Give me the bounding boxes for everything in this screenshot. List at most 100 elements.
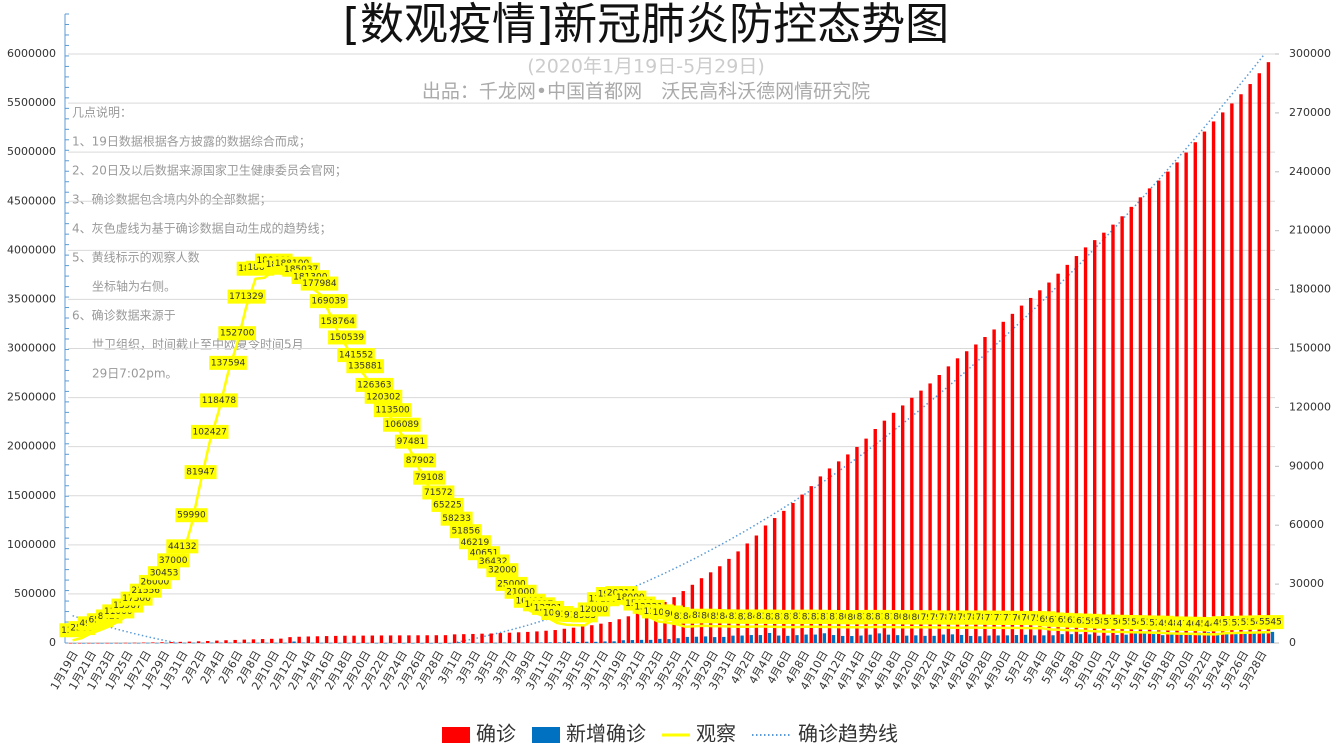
data-label: 169039 [311,297,346,307]
bar [1266,62,1271,644]
data-label: 171329 [229,292,264,302]
data-label-box [404,453,437,468]
data-label-box [218,326,256,341]
bar [187,641,192,643]
data-label: 17500 [122,594,151,604]
data-label: 152700 [220,329,255,339]
bar [169,642,173,643]
bar [100,642,104,644]
bar [1239,94,1243,643]
bar [123,642,128,644]
bar [1261,632,1265,643]
data-label-box [373,403,412,418]
bar [562,628,567,643]
bar [786,635,790,643]
y2-tick-label: 120000 [1289,400,1331,413]
bar [1102,232,1106,643]
bar [599,623,603,643]
bar [109,642,113,644]
bar [132,642,137,644]
note-line: 坐标轴为右侧。 [92,279,176,294]
data-label-box [148,566,181,581]
bar [590,625,594,643]
bar [1243,633,1247,643]
bar [338,642,342,644]
bar [255,642,260,644]
data-label: 118478 [202,396,237,406]
bar [804,634,808,643]
bar [1042,635,1046,643]
bar [648,639,653,643]
data-label-box [184,465,217,480]
data-label: 150539 [330,333,365,343]
bar [434,635,439,643]
legend-label: 确诊 [476,722,516,746]
bar [210,642,214,644]
bar [1129,206,1133,643]
bar [708,572,713,643]
bar [270,638,274,643]
bar [182,642,186,644]
data-label: 25000 [497,579,526,589]
bar [526,631,530,643]
data-label-box [1257,615,1284,630]
data-label: 5545 [1259,618,1282,628]
bar [1225,633,1229,643]
legend-label: 确诊趋势线 [798,722,898,746]
bar [1170,634,1174,643]
data-label: 40651 [470,549,499,559]
data-label-box [382,417,421,432]
bar [507,632,512,643]
bar [767,632,772,643]
bar [347,642,351,644]
bar [1175,162,1179,643]
bar [608,621,612,643]
bar [398,635,402,643]
bar [864,438,868,643]
bar [937,375,941,643]
bar [836,461,841,643]
bar [292,641,296,643]
bar [535,631,539,643]
y-tick-label: 5000000 [7,145,56,158]
bar [617,619,621,643]
bar [484,642,488,644]
data-label-box [413,470,446,485]
bar [334,635,338,643]
bar [1069,634,1073,643]
y2-tick-label: 30000 [1289,577,1324,590]
bar [392,642,397,644]
bar [612,641,616,643]
data-label-box [227,289,266,304]
bar [754,535,759,643]
bar [639,639,644,643]
data-label: 46219 [461,538,490,548]
data-label: 106089 [385,420,420,430]
bar [118,642,122,644]
bar [151,642,155,643]
bar [1206,632,1211,643]
note-line: 4、灰色虚线为基于确诊数据自动生成的趋势线； [72,221,332,236]
bar [114,642,118,644]
bar [160,642,164,643]
bar [813,634,817,643]
bar [1211,121,1216,644]
bar [456,642,461,643]
bar [758,635,763,643]
bar [1133,633,1137,643]
y2-tick-label: 270000 [1289,106,1331,119]
note-line: 29日7:02pm。 [92,367,178,381]
bar [319,642,324,644]
bar [745,543,749,643]
bar [1221,112,1225,643]
bar [992,329,996,643]
bar [1074,256,1079,643]
data-label: 79108 [415,473,444,483]
bar [630,640,635,643]
data-label: 177984 [302,279,337,289]
bar [635,613,640,643]
bar [438,642,443,644]
bar [932,635,936,643]
y-tick-label: 3500000 [7,292,56,305]
